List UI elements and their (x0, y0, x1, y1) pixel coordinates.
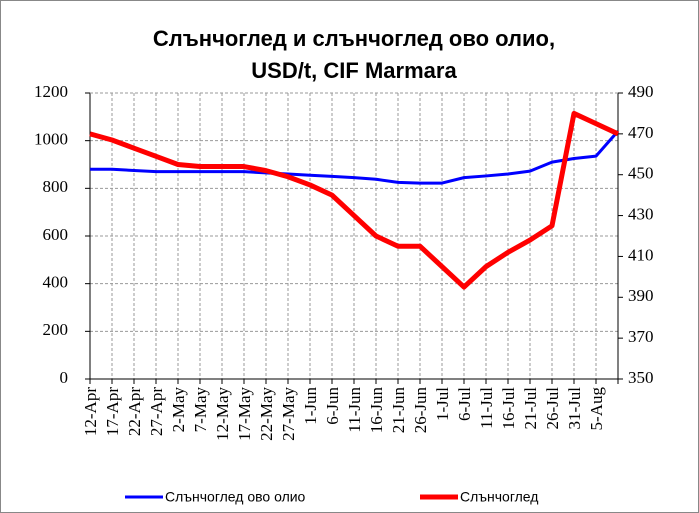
x-tick-label: 17-May (235, 387, 254, 441)
series-line (89, 110, 620, 290)
y2-tick-label: 490 (628, 82, 654, 101)
y-tick-label: 400 (43, 273, 69, 292)
x-tick-label: 5-Aug (587, 387, 606, 431)
x-tick-label: 1-Jul (433, 387, 452, 421)
x-tick-label: 7-May (191, 387, 210, 433)
x-tick-label: 21-Jul (521, 387, 540, 430)
y2-tick-label: 450 (628, 164, 654, 183)
x-tick-label: 21-Jun (389, 387, 408, 434)
y-tick-label: 600 (43, 225, 69, 244)
x-tick-label: 6-Jun (323, 387, 342, 425)
x-tick-label: 26-Jul (543, 387, 562, 430)
y2-tick-label: 390 (628, 286, 654, 305)
y2-tick-label: 430 (628, 204, 654, 223)
x-tick-label: 11-Jun (345, 387, 364, 433)
x-tick-label: 11-Jul (477, 387, 496, 429)
y-tick-label: 0 (60, 368, 69, 387)
y2-tick-label: 410 (628, 245, 654, 264)
x-tick-label: 16-Jun (367, 387, 386, 434)
y-tick-label: 1200 (34, 82, 68, 101)
x-tick-label: 26-Jun (411, 387, 430, 434)
x-tick-label: 1-Jun (301, 387, 320, 425)
legend-label: Слънчоглед (460, 489, 538, 505)
x-tick-label: 27-May (279, 387, 298, 441)
x-tick-label: 27-Apr (147, 387, 166, 436)
series-line (90, 130, 620, 185)
x-tick-label: 31-Jul (565, 387, 584, 430)
chart-title: USD/t, CIF Marmara (251, 58, 457, 83)
chart-title: Слънчоглед и слънчоглед ово олио, (153, 26, 555, 51)
x-tick-label: 6-Jul (455, 387, 474, 421)
x-tick-label: 12-May (213, 387, 232, 441)
x-tick-label: 16-Jul (499, 387, 518, 430)
y-tick-label: 200 (43, 320, 69, 339)
y-tick-label: 800 (43, 177, 69, 196)
legend-label: Слънчоглед ово олио (165, 489, 306, 505)
x-tick-label: 2-May (169, 387, 188, 433)
y2-tick-label: 350 (628, 368, 654, 387)
x-tick-label: 17-Apr (103, 387, 122, 436)
y2-tick-label: 370 (628, 327, 654, 346)
x-tick-label: 22-Apr (125, 387, 144, 436)
y2-tick-label: 470 (628, 123, 654, 142)
y-tick-label: 1000 (34, 130, 68, 149)
x-tick-label: 22-May (257, 387, 276, 441)
x-tick-label: 12-Apr (81, 387, 100, 436)
